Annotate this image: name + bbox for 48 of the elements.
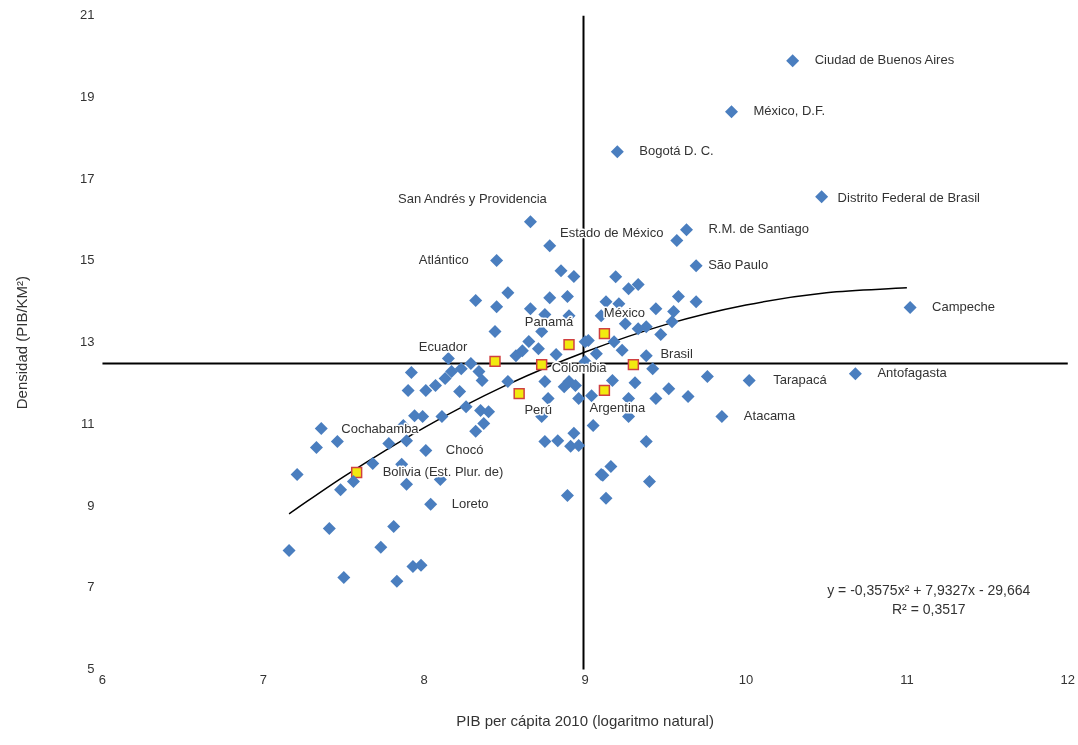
annotation: México, D.F. xyxy=(753,103,826,119)
annotation: y = -0,3575x² + 7,9327x - 29,664 xyxy=(827,582,1031,599)
annotation: Atacama xyxy=(743,408,796,424)
point xyxy=(513,387,525,400)
annotation: Distrito Federal de Brasil xyxy=(837,190,981,206)
y-tick-label: 19 xyxy=(79,89,95,105)
point xyxy=(598,327,611,340)
y-tick-label: 17 xyxy=(79,170,95,186)
y-tick-label: 15 xyxy=(79,252,95,268)
annotation: R² = 0,3517 xyxy=(891,601,966,618)
x-tick-label: 8 xyxy=(420,671,428,687)
x-tick-label: 7 xyxy=(259,671,267,687)
y-tick-label: 21 xyxy=(79,7,95,23)
y-tick-label: 5 xyxy=(87,660,95,676)
x-tick-label: 9 xyxy=(581,671,589,687)
point xyxy=(489,355,501,368)
x-tick-label: 11 xyxy=(900,671,914,687)
x-tick-label: 10 xyxy=(738,671,754,687)
annotation: Brasil xyxy=(660,346,693,362)
annotation: Loreto xyxy=(451,495,489,511)
y-tick-label: 13 xyxy=(79,334,95,350)
annotation: Chocó xyxy=(445,442,484,458)
x-axis-title: PIB per cápita 2010 (logaritmo natural) xyxy=(456,712,714,730)
annotation: Atlántico xyxy=(418,252,469,268)
annotation: Ciudad de Buenos Aires xyxy=(814,52,955,68)
annotation: R.M. de Santiago xyxy=(708,221,809,237)
annotation: Bolivia (Est. Plur. de) xyxy=(382,464,504,480)
annotation: Ecuador xyxy=(418,338,468,354)
x-tick-label: 6 xyxy=(98,671,107,687)
annotation: Tarapacá xyxy=(773,372,828,388)
point xyxy=(563,338,575,351)
x-tick-label: 12 xyxy=(1060,671,1075,687)
annotation: San Andrés y Providencia xyxy=(397,191,548,207)
annotation: Campeche xyxy=(932,299,995,315)
y-axis-title: Densidad (PIB/KM²) xyxy=(13,275,31,410)
point xyxy=(598,384,611,397)
y-tick-label: 7 xyxy=(87,579,95,595)
annotation: Panamá xyxy=(524,314,575,330)
y-tick-label: 9 xyxy=(87,497,95,513)
y-tick-label: 11 xyxy=(80,415,95,431)
point xyxy=(535,358,548,371)
annotation: Bogotá D. C. xyxy=(639,143,714,159)
annotation: México xyxy=(603,305,646,321)
annotation: São Paulo xyxy=(708,257,769,273)
annotation: Argentina xyxy=(589,399,647,415)
point xyxy=(627,358,640,371)
annotation: Perú xyxy=(524,402,552,418)
annotation: Antofagasta xyxy=(877,365,948,381)
